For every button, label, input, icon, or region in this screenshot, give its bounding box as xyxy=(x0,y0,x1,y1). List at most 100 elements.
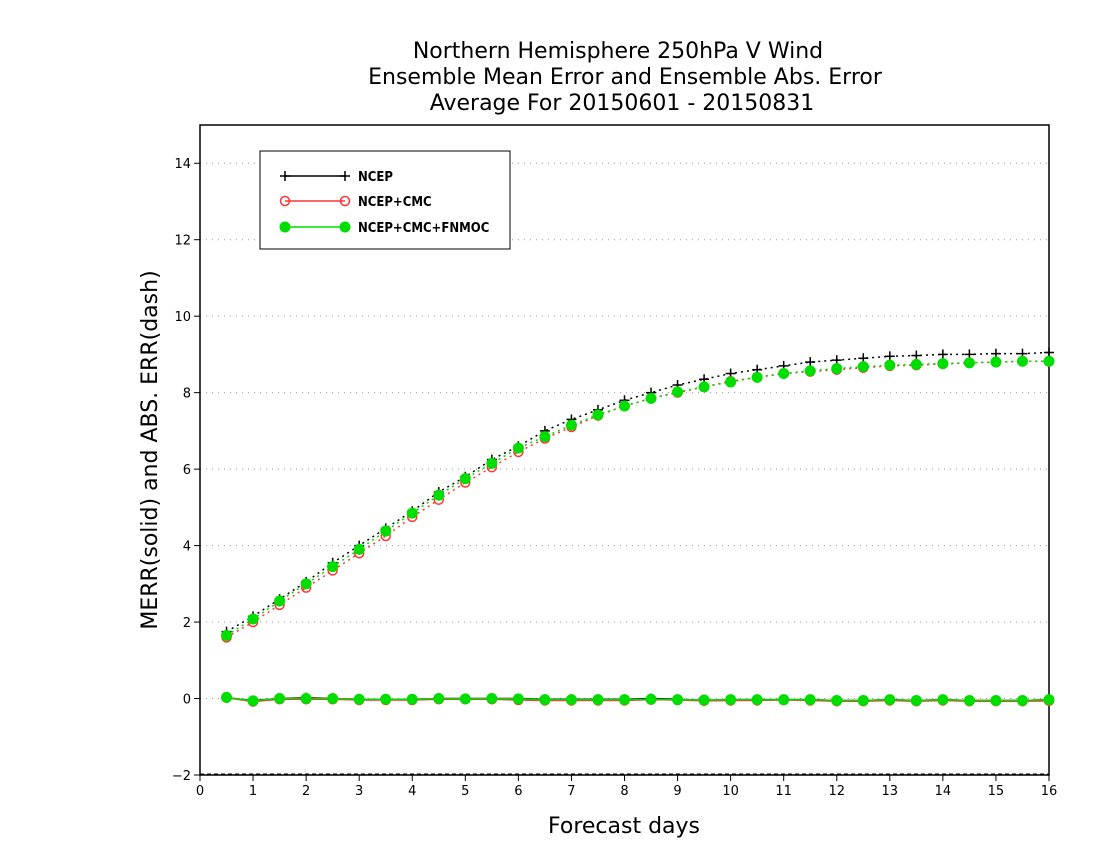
mean-error-point xyxy=(539,694,551,706)
abs-error-point xyxy=(619,400,630,412)
legend-marker xyxy=(280,171,290,181)
x-tick-label: 0 xyxy=(196,784,204,799)
legend-entry-ncep: NCEP xyxy=(280,170,393,185)
y-tick-label: 14 xyxy=(174,157,191,172)
abs-error-point xyxy=(353,543,365,555)
abs-error-point xyxy=(592,409,604,421)
series-ncep-cmc-fnmoc xyxy=(221,355,1055,707)
chart-title: Northern Hemisphere 250hPa V Wind Ensemb… xyxy=(368,39,883,116)
legend-label: NCEP xyxy=(358,170,393,185)
x-tick-label: 6 xyxy=(514,784,522,799)
abs-error-point xyxy=(937,358,949,370)
legend-box xyxy=(259,150,511,250)
abs-error-point xyxy=(910,358,922,370)
x-tick-label: 5 xyxy=(461,784,469,799)
title-line-2: Ensemble Mean Error and Ensemble Abs. Er… xyxy=(368,65,883,90)
title-line-1: Northern Hemisphere 250hPa V Wind xyxy=(413,39,823,64)
title-line-3: Average For 20150601 - 20150831 xyxy=(430,91,815,116)
mean-error-point xyxy=(990,694,1002,706)
y-axis-label: MERR(solid) and ABS. ERR(dash) xyxy=(138,270,163,629)
legend-marker xyxy=(339,221,351,233)
abs-error-point xyxy=(884,359,896,371)
series-ncep-cmc xyxy=(221,356,1055,707)
x-tick-label: 13 xyxy=(882,784,899,799)
abs-error-point xyxy=(274,595,286,607)
mean-error-point xyxy=(645,693,657,705)
x-tick-label: 12 xyxy=(828,784,845,799)
mean-error-point xyxy=(353,693,365,705)
legend-label: NCEP+CMC xyxy=(358,195,432,210)
abs-error-line-ncep-cmc-fnmoc xyxy=(226,360,1049,637)
abs-error-point xyxy=(804,365,816,377)
x-tick-label: 16 xyxy=(1041,784,1058,799)
y-tick-label: 12 xyxy=(174,234,191,249)
y-tick-label: −2 xyxy=(172,769,191,784)
mean-error-point xyxy=(857,694,869,706)
legend-marker xyxy=(279,221,291,233)
legend-entry-ncep-cmc-fnmoc: NCEP+CMC+FNMOC xyxy=(279,221,489,236)
x-tick-label: 3 xyxy=(355,784,363,799)
mean-error-point xyxy=(725,694,737,706)
abs-error-point xyxy=(565,419,577,431)
legend: NCEP NCEP+CMC NCEP+CMC+FNMOC xyxy=(259,150,511,250)
mean-error-point xyxy=(433,693,445,705)
x-tick-label: 9 xyxy=(673,784,681,799)
abs-error-point xyxy=(725,376,737,388)
y-tick-label: 8 xyxy=(183,387,191,402)
abs-error-point xyxy=(751,371,763,383)
abs-error-point xyxy=(990,356,1002,368)
x-tick-label: 2 xyxy=(302,784,310,799)
abs-error-point xyxy=(672,386,684,398)
mean-error-point xyxy=(565,694,577,706)
mean-error-point xyxy=(512,693,524,705)
mean-error-point xyxy=(698,694,710,706)
abs-error-point xyxy=(698,381,710,393)
mean-error-point xyxy=(486,693,498,705)
abs-error-point xyxy=(380,525,392,537)
legend-entry-ncep-cmc: NCEP+CMC xyxy=(279,195,432,210)
mean-error-point xyxy=(327,693,339,705)
y-tick-label: 2 xyxy=(183,616,191,631)
abs-error-point xyxy=(486,457,498,469)
mean-error-point xyxy=(221,691,233,703)
abs-error-point xyxy=(539,431,551,443)
mean-error-point xyxy=(1016,694,1028,706)
mean-error-point xyxy=(619,694,630,706)
legend-marker xyxy=(339,195,351,207)
mean-error-point xyxy=(884,694,896,706)
mean-error-point xyxy=(937,694,949,706)
y-tick-label: 6 xyxy=(183,463,191,478)
mean-error-point xyxy=(831,694,843,706)
x-tick-label: 8 xyxy=(620,784,628,799)
mean-error-point xyxy=(778,694,790,706)
x-tick-label: 14 xyxy=(935,784,952,799)
x-tick-label: 1 xyxy=(249,784,257,799)
abs-error-point xyxy=(1016,355,1028,367)
abs-error-point xyxy=(778,368,790,380)
y-tick-label: 0 xyxy=(183,693,191,708)
series xyxy=(221,347,1055,707)
abs-error-point xyxy=(433,489,445,501)
mean-error-point xyxy=(804,694,816,706)
mean-error-point xyxy=(406,693,418,705)
x-tick-label: 10 xyxy=(722,784,739,799)
abs-error-point xyxy=(300,578,312,590)
abs-error-line-ncep xyxy=(226,351,1050,633)
y-tick-label: 10 xyxy=(174,310,191,325)
mean-error-point xyxy=(751,694,763,706)
x-tick-label: 4 xyxy=(408,784,416,799)
legend-marker xyxy=(279,195,291,207)
mean-error-point xyxy=(247,695,259,707)
x-tick-label: 15 xyxy=(988,784,1005,799)
mean-error-point xyxy=(910,694,922,706)
x-tick-label: 7 xyxy=(567,784,575,799)
mean-error-point xyxy=(300,693,312,705)
mean-error-point xyxy=(672,694,684,706)
legend-marker xyxy=(340,171,350,181)
abs-error-point xyxy=(406,507,418,519)
series-ncep xyxy=(221,347,1054,706)
x-axis-label: Forecast days xyxy=(548,814,700,839)
abs-error-point xyxy=(327,561,339,573)
grid xyxy=(200,162,1049,775)
